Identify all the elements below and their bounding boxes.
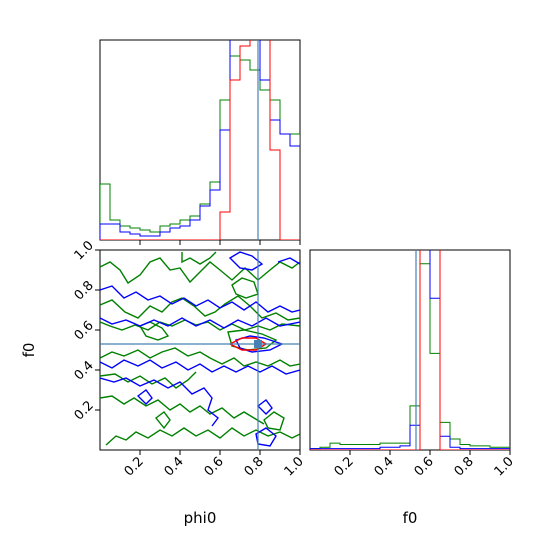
green-contour-1 (100, 257, 300, 284)
blue-contour-5 (256, 399, 273, 415)
blue-contour-9 (228, 251, 264, 271)
f0-x-tick-label-3: 0.8 (452, 454, 477, 479)
contour-ticks (95, 249, 301, 455)
phi0-x-tick-label-3: 0.8 (242, 454, 267, 479)
truth-marker (254, 340, 262, 348)
f0-y-tick-label-0: 0.2 (72, 398, 97, 423)
f0-x-tick-label-2: 0.6 (412, 454, 437, 479)
blue-contour-6 (136, 389, 153, 405)
green-contour-11 (155, 411, 171, 430)
green-contour-2 (100, 295, 300, 321)
blue-contour-7 (234, 335, 284, 353)
green-contour-10 (263, 411, 285, 431)
f0-y-tick-label-3: 0.8 (72, 278, 97, 303)
phi0-histogram-panel (99, 39, 301, 245)
green-contour-9 (231, 277, 259, 299)
blue-contour-3 (100, 359, 300, 375)
phi0-f0-contour-panel (95, 249, 301, 455)
green-contour-5 (100, 371, 197, 389)
blue-contours (100, 251, 300, 447)
phi0-x-tick-label-1: 0.4 (162, 454, 187, 479)
green-contour-3 (100, 319, 300, 331)
blue-contour-8 (255, 427, 277, 447)
ylabel-f0: f0 (20, 343, 38, 358)
green-contours (100, 251, 300, 446)
contour-frame (99, 249, 301, 451)
blue-contour-2 (100, 317, 300, 329)
f0-histogram-panel (309, 249, 511, 455)
phi0-x-tick-label-4: 1.0 (282, 454, 307, 479)
blue-contour-10 (277, 257, 300, 265)
f0-y-tick-label-1: 0.4 (72, 358, 97, 383)
f0-y-tick-label-4: 1.0 (72, 238, 97, 263)
green-contour-6 (100, 395, 265, 425)
f0-hist-green-series-line (310, 263, 510, 450)
phi0-histogram-ticks (139, 240, 301, 245)
xlabel-phi0: phi0 (184, 509, 217, 527)
f0-y-tick-label-2: 0.6 (72, 318, 97, 343)
f0-histogram-ticks (349, 450, 511, 455)
blue-contour-4 (100, 377, 219, 427)
phi0-hist-red-series-line (100, 40, 300, 240)
blue-contour-1 (100, 285, 300, 313)
xlabel-f0: f0 (403, 509, 418, 527)
f0-x-tick-label-4: 1.0 (492, 454, 517, 479)
phi0-x-tick-label-2: 0.6 (202, 454, 227, 479)
green-contour-4 (100, 347, 300, 367)
f0-histogram-series (310, 250, 510, 450)
f0-x-tick-label-0: 0.2 (332, 454, 357, 479)
green-contour-7 (105, 427, 300, 446)
phi0-x-tick-label-0: 0.2 (122, 454, 147, 479)
green-contour-13 (181, 251, 217, 265)
f0-x-tick-label-1: 0.4 (372, 454, 397, 479)
phi0-histogram-series (100, 40, 300, 240)
